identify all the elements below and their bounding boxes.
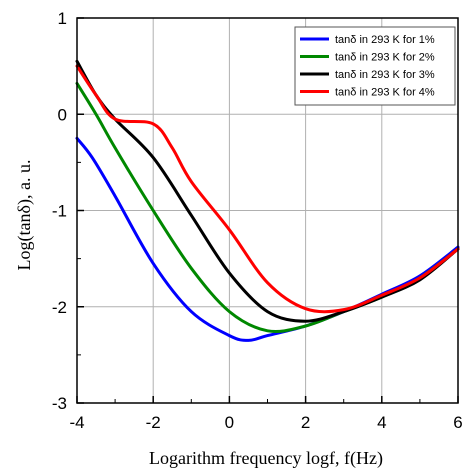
x-tick-label: -4 [69,413,84,432]
series-layer [75,59,460,342]
y-tick-label: 0 [58,105,67,124]
legend-label: tanδ in 293 K for 3% [335,69,435,81]
y-tick-label: 1 [58,9,67,28]
y-tick-label: -3 [52,394,67,413]
y-tick-label: -1 [52,202,67,221]
series-line-4 [75,64,460,314]
x-tick-label: 0 [225,413,234,432]
x-tick-label: 6 [453,413,462,432]
y-tick-label: -2 [52,298,67,317]
x-tick-label: 2 [301,413,310,432]
axis-layer: -4 -2 0 2 4 6 -3 -2 -1 0 1 [52,9,462,432]
legend-label: tanδ in 293 K for 1% [335,34,435,46]
x-axis-title: Logarithm frequency logf, f(Hz) [149,448,383,469]
x-tick-label: -2 [146,413,161,432]
legend: tanδ in 293 K for 1% tanδ in 293 K for 2%… [294,26,456,106]
y-axis-title: Log(tanδ), a. u. [14,160,35,271]
legend-label: tanδ in 293 K for 4% [335,87,435,99]
legend-label: tanδ in 293 K for 2% [335,52,435,64]
x-tick-label: 4 [377,413,386,432]
